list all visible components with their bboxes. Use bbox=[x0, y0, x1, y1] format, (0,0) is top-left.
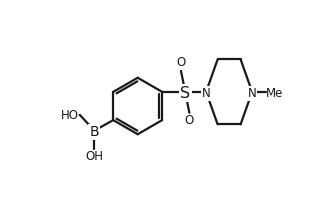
Text: OH: OH bbox=[86, 151, 104, 163]
Text: N: N bbox=[248, 87, 257, 100]
Text: N: N bbox=[202, 87, 210, 100]
Text: Me: Me bbox=[266, 87, 284, 100]
Text: O: O bbox=[176, 56, 186, 69]
Text: S: S bbox=[180, 86, 190, 101]
Text: HO: HO bbox=[61, 109, 79, 122]
Text: B: B bbox=[90, 125, 99, 139]
Text: O: O bbox=[185, 114, 194, 127]
